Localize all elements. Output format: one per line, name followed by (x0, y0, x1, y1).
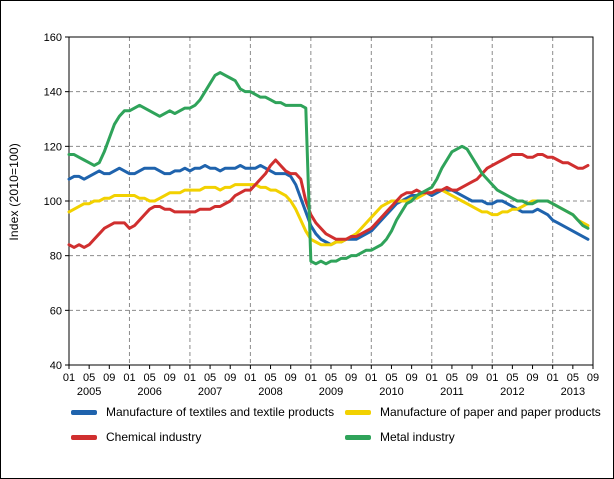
legend-swatch-1 (345, 409, 371, 415)
legend-swatch-0 (71, 409, 97, 415)
svg-text:2012: 2012 (500, 386, 524, 398)
svg-text:09: 09 (587, 372, 599, 384)
svg-text:01: 01 (244, 372, 256, 384)
svg-text:140: 140 (44, 87, 62, 99)
svg-text:01: 01 (426, 372, 438, 384)
svg-text:09: 09 (103, 372, 115, 384)
svg-text:05: 05 (446, 372, 458, 384)
legend-item-paper: Manufacture of paper and paper products (345, 405, 601, 419)
svg-text:09: 09 (526, 372, 538, 384)
y-axis: 40 60 80 100 120 140 160 (44, 32, 69, 372)
svg-text:01: 01 (63, 372, 75, 384)
svg-text:09: 09 (285, 372, 297, 384)
svg-text:2013: 2013 (561, 386, 585, 398)
svg-text:05: 05 (506, 372, 518, 384)
svg-text:2007: 2007 (198, 386, 222, 398)
series-line-1 (67, 183, 590, 247)
svg-text:09: 09 (224, 372, 236, 384)
legend-item-chemical: Chemical industry (71, 430, 343, 444)
svg-text:01: 01 (547, 372, 559, 384)
legend-label-chemical: Chemical industry (106, 430, 202, 444)
svg-text:100: 100 (44, 196, 62, 208)
svg-text:05: 05 (325, 372, 337, 384)
svg-text:160: 160 (44, 32, 62, 44)
legend-swatch-2 (71, 434, 97, 440)
legend-item-textiles: Manufacture of textiles and textile prod… (71, 405, 343, 419)
svg-text:2005: 2005 (77, 386, 101, 398)
legend-swatch-3 (345, 434, 371, 440)
svg-text:09: 09 (345, 372, 357, 384)
svg-text:01: 01 (184, 372, 196, 384)
legend-label-textiles: Manufacture of textiles and textile prod… (106, 405, 335, 419)
svg-text:01: 01 (305, 372, 317, 384)
legend-item-metal: Metal industry (345, 430, 601, 444)
svg-text:120: 120 (44, 141, 62, 153)
series-line-2 (67, 153, 590, 249)
svg-text:05: 05 (204, 372, 216, 384)
svg-text:05: 05 (143, 372, 155, 384)
svg-text:01: 01 (123, 372, 135, 384)
svg-text:01: 01 (486, 372, 498, 384)
svg-text:80: 80 (50, 251, 62, 263)
y-axis-title: Index (2010=100) (7, 143, 21, 241)
svg-text:05: 05 (567, 372, 579, 384)
svg-text:2010: 2010 (379, 386, 403, 398)
svg-text:09: 09 (164, 372, 176, 384)
svg-text:01: 01 (365, 372, 377, 384)
svg-text:05: 05 (264, 372, 276, 384)
svg-text:05: 05 (385, 372, 397, 384)
series-line-3 (67, 71, 590, 266)
svg-text:40: 40 (50, 360, 62, 372)
svg-text:2011: 2011 (440, 386, 464, 398)
svg-text:2008: 2008 (258, 386, 282, 398)
svg-text:2006: 2006 (137, 386, 161, 398)
svg-text:60: 60 (50, 305, 62, 317)
legend-label-paper: Manufacture of paper and paper products (380, 405, 601, 419)
legend-label-metal: Metal industry (380, 430, 455, 444)
svg-text:05: 05 (83, 372, 95, 384)
chart-legend: Manufacture of textiles and textile prod… (71, 405, 601, 444)
svg-text:09: 09 (405, 372, 417, 384)
series-line-0 (67, 163, 590, 247)
svg-text:09: 09 (466, 372, 478, 384)
svg-text:2009: 2009 (319, 386, 343, 398)
